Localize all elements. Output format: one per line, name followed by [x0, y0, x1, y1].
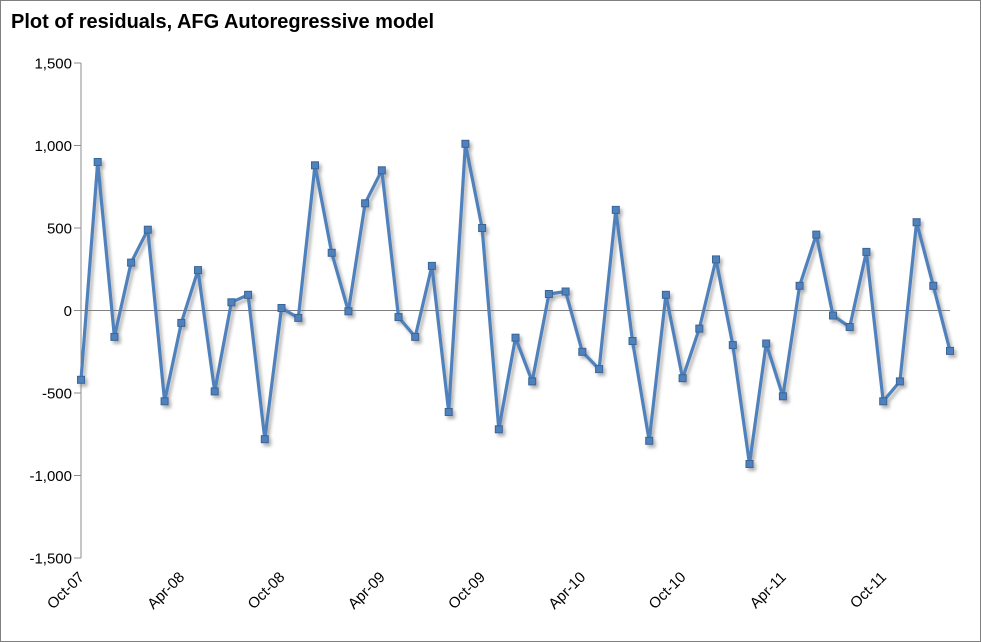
- data-point-marker: [895, 377, 904, 386]
- data-point-marker: [745, 460, 754, 468]
- data-point-marker: [879, 397, 888, 406]
- data-point-marker: [611, 205, 620, 214]
- data-point-marker: [528, 377, 537, 386]
- x-tick-label: Oct-10: [646, 569, 690, 613]
- data-point-marker: [478, 224, 487, 232]
- data-point-marker: [578, 347, 587, 356]
- y-tick-label: -1,500: [29, 550, 72, 567]
- data-point-marker: [778, 392, 787, 401]
- data-point-marker: [160, 397, 169, 406]
- data-point-marker: [845, 323, 854, 331]
- data-point-marker: [260, 435, 269, 444]
- y-tick-label: 1,000: [34, 138, 72, 155]
- data-point-marker: [795, 281, 804, 290]
- data-point-marker: [494, 425, 503, 434]
- y-tick-label: 500: [47, 220, 72, 237]
- data-point-marker: [177, 318, 186, 327]
- data-point-marker: [194, 266, 202, 275]
- data-point-marker: [444, 408, 453, 416]
- data-point-marker: [127, 258, 136, 267]
- data-point-marker: [595, 365, 604, 374]
- data-point-marker: [311, 161, 319, 170]
- data-point-marker: [411, 332, 420, 341]
- data-point-marker: [344, 307, 353, 316]
- data-point-marker: [143, 225, 152, 234]
- data-point-marker: [394, 313, 403, 322]
- data-point-marker: [661, 290, 670, 299]
- x-tick-label: Oct-07: [44, 569, 88, 613]
- data-point-marker: [712, 255, 720, 264]
- x-tick-label: Oct-08: [245, 569, 289, 613]
- data-point-marker: [377, 166, 386, 175]
- data-point-marker: [762, 339, 771, 348]
- data-point-marker: [77, 375, 85, 384]
- data-point-marker: [829, 311, 837, 320]
- y-tick-label: 0: [64, 303, 72, 320]
- data-point-marker: [678, 374, 687, 383]
- data-point-marker: [327, 248, 336, 257]
- data-point-marker: [361, 199, 370, 208]
- data-point-marker: [628, 337, 637, 345]
- data-point-marker: [244, 290, 253, 299]
- series-residuals: [77, 139, 954, 468]
- x-tick-label: Apr-09: [345, 569, 389, 613]
- data-point-marker: [561, 287, 570, 296]
- data-point-marker: [511, 333, 520, 342]
- data-point-marker: [929, 281, 938, 290]
- x-tick-label: Oct-11: [847, 569, 890, 612]
- data-point-marker: [544, 290, 553, 298]
- data-point-marker: [93, 158, 102, 166]
- x-tick-label: Apr-11: [747, 569, 790, 612]
- data-point-marker: [946, 346, 954, 355]
- y-tick-label: -500: [42, 385, 72, 402]
- series-line: [79, 142, 952, 466]
- data-point-marker: [427, 261, 436, 270]
- x-tick-label: Oct-09: [445, 569, 489, 613]
- data-point-marker: [227, 298, 236, 307]
- data-point-marker: [294, 313, 303, 322]
- data-point-marker: [210, 387, 219, 396]
- y-tick-label: 1,500: [34, 55, 72, 72]
- data-point-marker: [695, 324, 704, 333]
- y-tick-label: -1,000: [29, 468, 72, 485]
- data-point-marker: [812, 230, 821, 239]
- data-point-marker: [645, 436, 654, 445]
- data-point-marker: [912, 218, 921, 227]
- data-point-marker: [110, 332, 119, 341]
- data-point-marker: [277, 304, 286, 312]
- data-point-marker: [862, 247, 871, 256]
- x-tick-label: Apr-08: [144, 569, 188, 613]
- chart-title: Plot of residuals, AFG Autoregressive mo…: [11, 11, 435, 33]
- data-point-marker: [728, 341, 737, 350]
- data-point-marker: [461, 139, 470, 148]
- x-tick-label: Apr-10: [545, 569, 589, 613]
